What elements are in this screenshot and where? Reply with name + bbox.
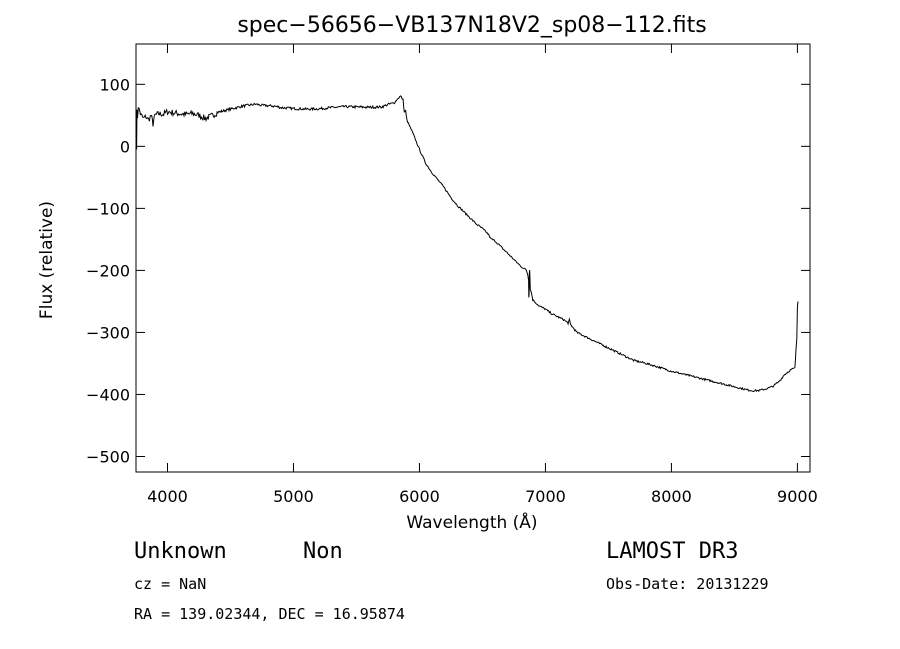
coordinates: RA = 139.02344, DEC = 16.95874 bbox=[134, 605, 405, 623]
y-tick-label: −300 bbox=[86, 323, 130, 342]
x-tick-label: 5000 bbox=[273, 487, 314, 506]
y-tick-label: −100 bbox=[86, 199, 130, 218]
x-tick-label: 8000 bbox=[651, 487, 692, 506]
y-tick-label: −200 bbox=[86, 261, 130, 280]
y-axis-label: Flux (relative) bbox=[37, 201, 57, 319]
plot-frame bbox=[135, 43, 811, 473]
y-tick-label: 0 bbox=[120, 137, 130, 156]
x-tick-label: 4000 bbox=[147, 487, 188, 506]
y-tick-label: −400 bbox=[86, 385, 130, 404]
x-tick-label: 6000 bbox=[399, 487, 440, 506]
object-class: Unknown bbox=[134, 539, 227, 564]
obs-date: Obs-Date: 20131229 bbox=[606, 575, 769, 593]
object-subclass: Non bbox=[303, 539, 343, 564]
redshift-label: cz = NaN bbox=[134, 575, 206, 593]
y-axis: 100 0 −100 −200 −300 −400 −500 bbox=[86, 75, 810, 466]
y-tick-label: −500 bbox=[86, 447, 130, 466]
flux-series-line bbox=[136, 95, 799, 393]
survey-name: LAMOST DR3 bbox=[606, 539, 738, 564]
x-tick-label: 7000 bbox=[525, 487, 566, 506]
chart-title: spec−56656−VB137N18V2_sp08−112.fits bbox=[237, 13, 706, 38]
x-axis-label: Wavelength (Å) bbox=[406, 511, 537, 533]
x-tick-label: 9000 bbox=[777, 487, 818, 506]
y-tick-label: 100 bbox=[99, 75, 130, 94]
x-axis: 4000 5000 6000 7000 8000 9000 bbox=[147, 44, 818, 506]
